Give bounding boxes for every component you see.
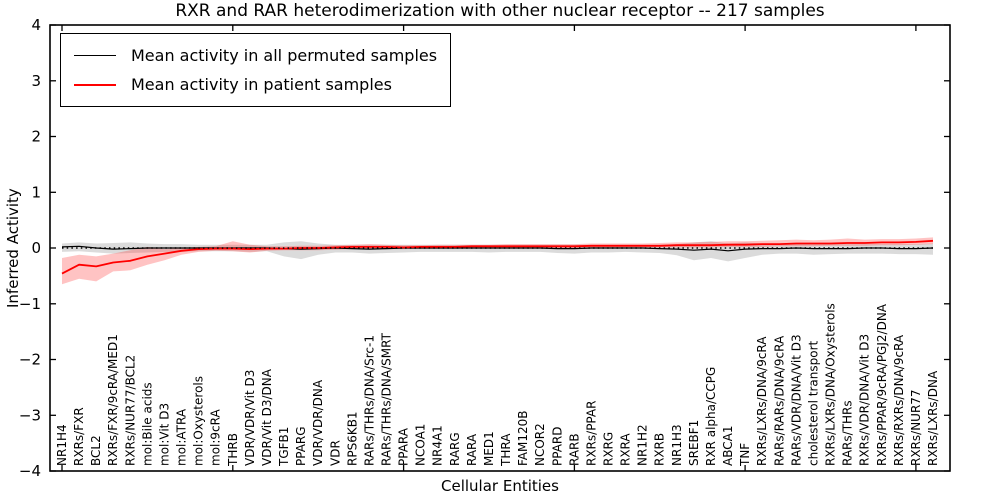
x-category-label: THRA <box>499 433 513 467</box>
x-category-label: RXRs/LXRs/DNA <box>926 370 940 466</box>
y-tick-label: −3 <box>19 406 41 424</box>
x-category-label: RXRs/PPAR <box>584 401 598 466</box>
x-category-label: TNF <box>738 443 752 467</box>
x-category-label: ABCA1 <box>721 426 735 466</box>
x-category-label: RARA <box>465 433 479 466</box>
x-category-label: NR1H4 <box>55 424 69 466</box>
patient-mean-line <box>61 239 934 275</box>
legend-label-patient: Mean activity in patient samples <box>131 75 392 94</box>
x-category-label: mol:Bile acids <box>140 382 154 466</box>
x-category-label: RXRG <box>602 432 616 466</box>
x-category-label: RARs/THRs/DNA/Src-1 <box>362 335 376 466</box>
patient-line-swatch <box>74 83 116 86</box>
x-category-label: RXRs/NUR77 <box>909 389 923 466</box>
x-category-label: VDR/VDR/DNA <box>311 379 325 466</box>
permuted-line-swatch <box>74 54 116 57</box>
x-category-label: cholesterol transport <box>807 340 821 466</box>
y-tick-label: 1 <box>31 183 41 201</box>
x-category-label: VDR/Vit D3/DNA <box>260 368 274 466</box>
x-axis-label: Cellular Entities <box>441 477 559 495</box>
x-category-label: BCL2 <box>89 435 103 466</box>
permuted-confidence-band <box>62 241 933 262</box>
x-category-label: VDR/VDR/Vit D3 <box>243 370 257 466</box>
x-category-label: PPARG <box>294 426 308 466</box>
x-category-label: mol:ATRA <box>175 408 189 466</box>
x-category-label: RXRB <box>653 433 667 466</box>
x-category-label: MED1 <box>482 431 496 466</box>
x-category-label: NR1H3 <box>670 424 684 466</box>
y-tick-label: −1 <box>19 295 41 313</box>
x-category-label: mol:Oxysterols <box>192 376 206 466</box>
x-category-label: PPARD <box>550 427 564 467</box>
x-category-label: RARs/RARs/DNA/9cRA <box>772 335 786 466</box>
legend-entry-permuted: Mean activity in all permuted samples <box>74 41 437 70</box>
y-tick-label: 0 <box>31 239 41 257</box>
y-tick-label: 4 <box>31 16 41 34</box>
y-tick-label: 3 <box>31 72 41 90</box>
x-category-label: mol:9cRA <box>209 409 223 466</box>
x-category-label: RXRs/LXRs/DNA/9cRA <box>755 336 769 466</box>
x-category-label: THRB <box>226 433 240 467</box>
x-category-label: RARs/VDR/DNA/Vit D3 <box>789 334 803 466</box>
y-tick-label: −4 <box>19 462 41 480</box>
legend-label-permuted: Mean activity in all permuted samples <box>131 46 438 65</box>
legend: Mean activity in all permuted samples Me… <box>60 33 452 107</box>
y-tick-label: −2 <box>19 351 41 369</box>
x-category-label: RARs/THRs/DNA/SMRT <box>380 332 394 466</box>
chart-title: RXR and RAR heterodimerization with othe… <box>175 1 825 21</box>
x-category-label: RARs/THRs <box>841 400 855 466</box>
patient-confidence-band <box>62 237 933 285</box>
x-category-label: VDR <box>328 440 342 466</box>
x-category-label: RXRs/VDR/DNA/Vit D3 <box>858 334 872 466</box>
x-category-label: NCOA1 <box>414 424 428 466</box>
x-category-label: RXRA <box>619 433 633 466</box>
x-category-label: NR4A1 <box>431 425 445 466</box>
x-category-label: RXRs/FXR/9cRA/MED1 <box>106 334 120 466</box>
x-category-label: RXRs/FXR <box>72 407 86 466</box>
x-category-label: RARG <box>448 432 462 466</box>
x-category-label: RXRs/LXRs/DNA/Oxysterols <box>824 303 838 466</box>
y-axis-label: Inferred Activity <box>4 188 22 308</box>
x-category-label: RXRs/PPAR/9cRA/PGJ2/DNA <box>875 303 889 466</box>
x-category-label: FAM120B <box>516 411 530 467</box>
x-category-label: RARB <box>567 433 581 466</box>
x-category-label: RXR alpha/CCPG <box>704 367 718 466</box>
x-category-label: RPS6KB1 <box>345 411 359 466</box>
x-category-label: PPARA <box>397 427 411 466</box>
x-category-label: NCOR2 <box>533 423 547 466</box>
legend-entry-patient: Mean activity in patient samples <box>74 70 437 99</box>
x-category-label: NR1H2 <box>636 424 650 466</box>
y-tick-label: 2 <box>31 128 41 146</box>
x-category-label: RXRs/NUR77/BCL2 <box>123 355 137 466</box>
x-category-label: mol:Vit D3 <box>158 403 172 466</box>
x-category-label: TGFB1 <box>277 427 291 467</box>
x-category-label: RXRs/RXRs/DNA/9cRA <box>892 334 906 466</box>
x-category-label: SREBF1 <box>687 420 701 466</box>
